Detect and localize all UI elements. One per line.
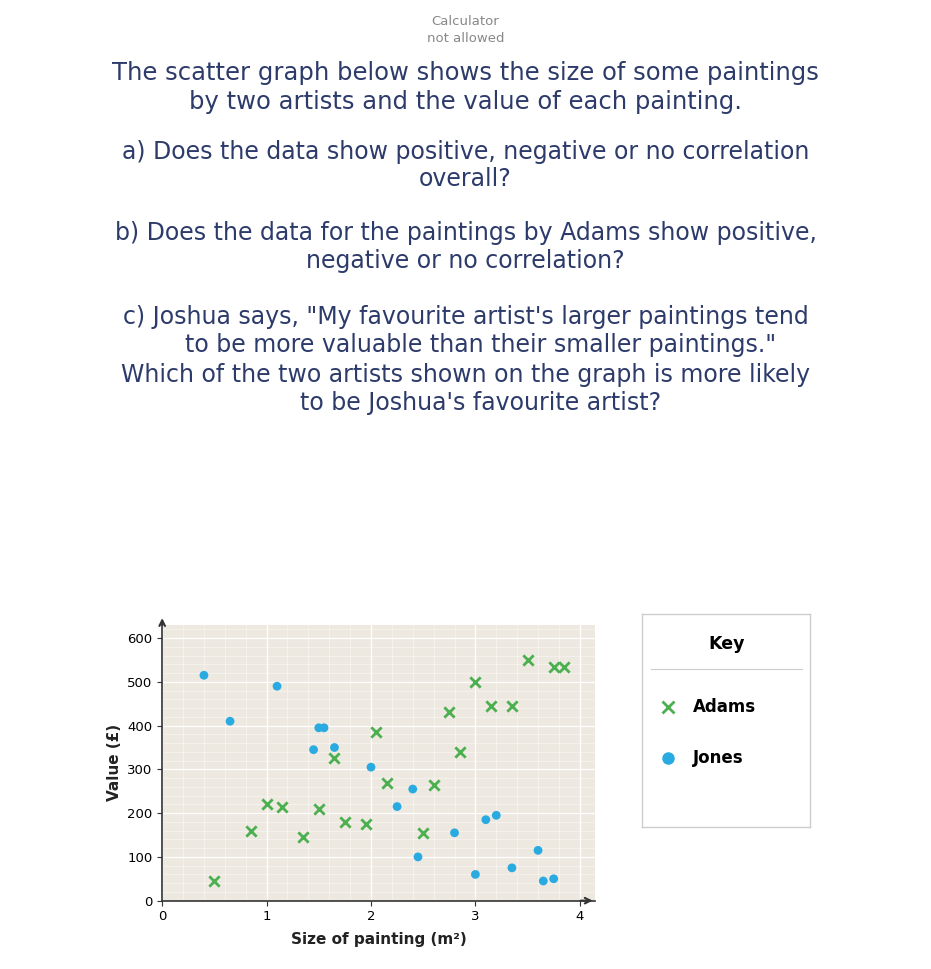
Y-axis label: Value (£): Value (£) bbox=[107, 724, 122, 801]
Point bbox=[468, 674, 483, 690]
X-axis label: Size of painting (m²): Size of painting (m²) bbox=[291, 932, 466, 947]
Text: to be Joshua's favourite artist?: to be Joshua's favourite artist? bbox=[270, 391, 661, 416]
Point bbox=[337, 814, 352, 829]
Point bbox=[411, 849, 425, 864]
Point bbox=[483, 698, 498, 713]
Text: overall?: overall? bbox=[419, 168, 512, 192]
Point bbox=[531, 843, 546, 859]
Point bbox=[447, 825, 462, 840]
Text: negative or no correlation?: negative or no correlation? bbox=[306, 249, 625, 273]
Point bbox=[327, 739, 342, 755]
Text: not allowed: not allowed bbox=[426, 32, 505, 45]
Point bbox=[275, 798, 290, 814]
Point bbox=[557, 659, 572, 674]
Point bbox=[311, 720, 326, 735]
Point bbox=[259, 797, 274, 812]
Point bbox=[468, 866, 483, 882]
Point bbox=[270, 678, 285, 694]
Text: c) Joshua says, "My favourite artist's larger paintings tend: c) Joshua says, "My favourite artist's l… bbox=[123, 305, 808, 329]
Point bbox=[536, 873, 551, 889]
Point bbox=[244, 823, 259, 838]
Point bbox=[196, 668, 211, 683]
Text: Which of the two artists shown on the graph is more likely: Which of the two artists shown on the gr… bbox=[121, 363, 810, 388]
Point bbox=[379, 775, 394, 791]
Point bbox=[296, 829, 311, 845]
Text: Adams: Adams bbox=[693, 699, 756, 716]
Text: Size and value of painting: Size and value of painting bbox=[232, 586, 494, 604]
Text: a) Does the data show positive, negative or no correlation: a) Does the data show positive, negative… bbox=[122, 140, 809, 164]
Text: Key: Key bbox=[708, 635, 745, 653]
Point bbox=[489, 807, 504, 823]
Point bbox=[369, 725, 384, 740]
Point bbox=[390, 798, 405, 814]
Text: Jones: Jones bbox=[693, 749, 743, 767]
Point bbox=[358, 816, 373, 831]
Point bbox=[505, 860, 519, 876]
Point bbox=[520, 652, 535, 668]
Point bbox=[363, 760, 378, 775]
Point bbox=[327, 751, 342, 766]
Point bbox=[426, 777, 441, 793]
Point bbox=[311, 801, 326, 817]
Point bbox=[442, 704, 457, 720]
Point bbox=[207, 873, 222, 889]
Point bbox=[505, 698, 519, 713]
Text: to be more valuable than their smaller paintings.": to be more valuable than their smaller p… bbox=[155, 333, 776, 358]
Point bbox=[546, 659, 561, 674]
Point bbox=[223, 713, 237, 729]
Point bbox=[306, 742, 321, 758]
Text: b) Does the data for the paintings by Adams show positive,: b) Does the data for the paintings by Ad… bbox=[115, 221, 816, 245]
Point bbox=[546, 871, 561, 887]
Text: The scatter graph below shows the size of some paintings: The scatter graph below shows the size o… bbox=[112, 61, 819, 85]
Point bbox=[416, 825, 431, 840]
Point bbox=[452, 744, 467, 760]
Point bbox=[317, 720, 331, 735]
Point bbox=[479, 812, 493, 828]
Text: by two artists and the value of each painting.: by two artists and the value of each pai… bbox=[189, 90, 742, 114]
Text: Calculator: Calculator bbox=[432, 15, 499, 27]
Point bbox=[405, 781, 420, 797]
